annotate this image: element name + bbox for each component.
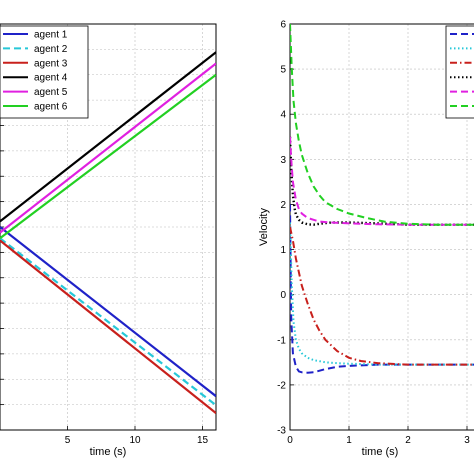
right-x-axis-label: time (s): [362, 446, 399, 458]
right-series-line-5: [290, 136, 474, 226]
right-series-group: [290, 24, 474, 374]
left-series-line-2: [0, 237, 216, 407]
right-xtick-label: 3: [464, 435, 470, 446]
right-ytick-label: -3: [277, 426, 286, 437]
left-series-line-5: [0, 62, 216, 234]
left-series-line-6: [0, 73, 216, 240]
left-series-group: [0, 51, 216, 414]
left-legend-label-1: agent 1: [34, 30, 68, 41]
left-xtick-label: 10: [129, 435, 141, 446]
right-series-line-1: [290, 204, 474, 374]
right-ytick-label: 4: [280, 110, 286, 121]
right-legend: [445, 25, 474, 119]
right-series-line-6: [290, 24, 474, 226]
right-ytick-label: 5: [280, 65, 286, 76]
left-xtick-label: 15: [197, 435, 209, 446]
left-legend-label-6: agent 6: [34, 102, 68, 113]
right-velocity-plot: -3 -2 -1 0 1 2 3 4 5 6 0 1 2 3 time (s) Velocity: [258, 20, 474, 458]
left-legend-box: [0, 25, 89, 119]
right-ytick-label: 3: [280, 155, 286, 166]
left-xtick-label: 5: [65, 435, 71, 446]
left-series-line-1: [0, 226, 216, 398]
left-legend-label-5: agent 5: [34, 87, 68, 98]
right-legend-box: [445, 25, 474, 119]
right-ytick-label: 0: [280, 290, 286, 301]
right-series-line-2: [290, 222, 474, 366]
right-ytick-label: -1: [277, 335, 286, 346]
right-y-axis-label: Velocity: [258, 208, 270, 246]
left-legend-label-2: agent 2: [34, 44, 68, 55]
right-ytick-label: 6: [280, 20, 286, 31]
left-series-line-4: [0, 51, 216, 223]
right-xtick-label: 0: [287, 435, 293, 446]
right-ytick-label: 1: [280, 245, 286, 256]
left-x-axis-label: time (s): [90, 446, 127, 458]
right-ytick-label: 2: [280, 200, 286, 211]
right-ytick-label: -2: [277, 380, 286, 391]
right-series-line-4: [290, 136, 474, 226]
left-legend-label-4: agent 4: [34, 73, 68, 84]
right-xtick-label: 2: [405, 435, 411, 446]
left-series-line-3: [0, 239, 216, 414]
right-series-line-3: [290, 226, 474, 366]
left-legend-label-3: agent 3: [34, 58, 68, 69]
right-xtick-label: 1: [346, 435, 352, 446]
left-legend: agent 1 agent 2 agent 3 agent 4 agent 5 agent…: [0, 25, 89, 119]
left-axes-frame: [0, 23, 217, 431]
